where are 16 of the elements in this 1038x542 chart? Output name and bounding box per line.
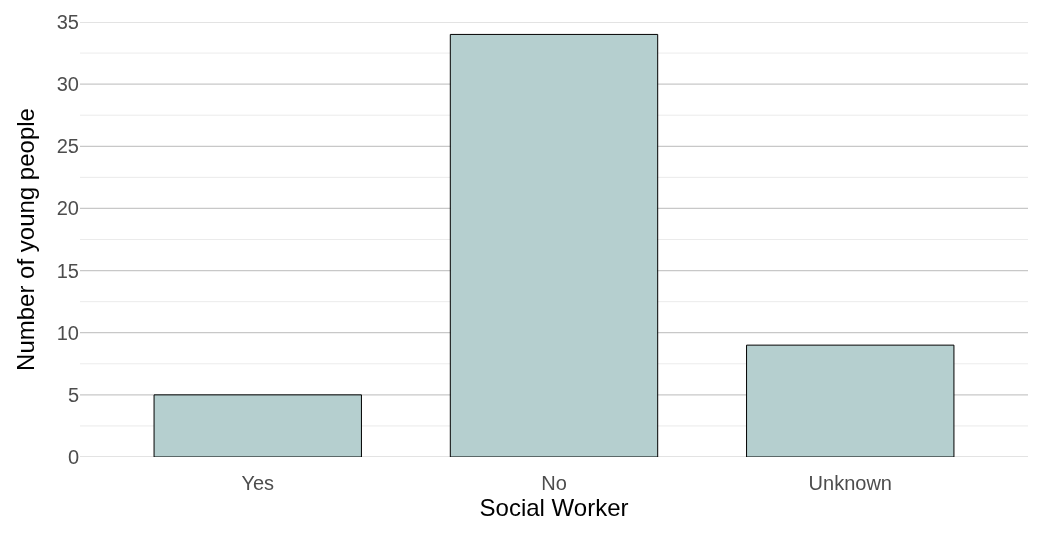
y-tick-label: 35 bbox=[56, 11, 79, 33]
bar bbox=[746, 344, 955, 457]
y-tick-label: 25 bbox=[56, 135, 79, 158]
y-axis-title: Number of young people bbox=[11, 108, 39, 371]
x-axis-title: Social Worker bbox=[479, 494, 629, 521]
x-tick-label: Yes bbox=[241, 472, 275, 494]
y-tick-label: 10 bbox=[56, 321, 79, 344]
y-tick-label: 30 bbox=[56, 73, 79, 96]
x-tick-label: Unknown bbox=[808, 472, 892, 494]
bar bbox=[153, 394, 362, 457]
bar bbox=[449, 33, 659, 457]
x-tick-label: No bbox=[541, 472, 567, 494]
y-tick-label: 5 bbox=[67, 383, 79, 406]
y-tick-label: 0 bbox=[67, 446, 79, 468]
y-tick-label: 20 bbox=[56, 197, 79, 220]
y-tick-label: 15 bbox=[56, 259, 79, 282]
